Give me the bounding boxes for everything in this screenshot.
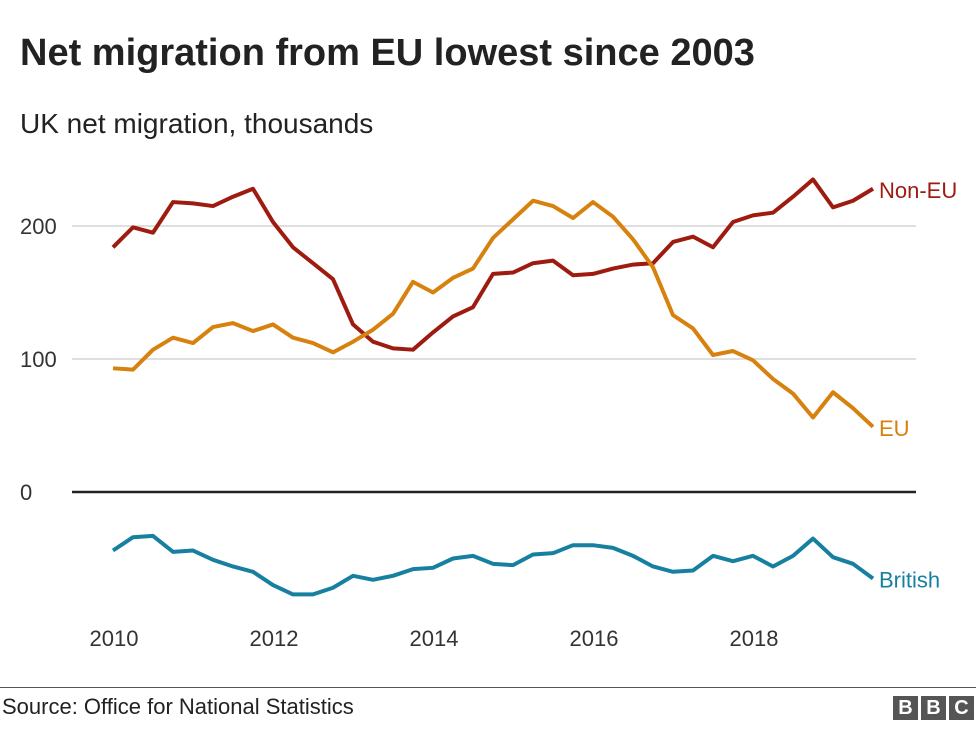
- y-tick-label: 0: [20, 480, 32, 505]
- series-line-non-eu: [111, 177, 875, 352]
- x-tick-label: 2014: [410, 626, 459, 651]
- logo-letter: C: [949, 696, 974, 720]
- logo-letter: B: [893, 696, 918, 720]
- source-note: Source: Office for National Statistics: [2, 694, 354, 719]
- x-tick-label: 2018: [730, 626, 779, 651]
- series-line-british: [111, 533, 875, 597]
- chart-subtitle: UK net migration, thousands: [20, 108, 374, 139]
- plot-area: 0 100 200 2010 2012 2014 2016 2018 Non-EU EU Briti…: [20, 177, 957, 651]
- series-line-eu: [112, 198, 875, 429]
- x-tick-label: 2016: [570, 626, 619, 651]
- footer-divider: [0, 687, 976, 688]
- y-tick-label: 200: [20, 214, 57, 239]
- x-tick-label: 2012: [250, 626, 299, 651]
- bbc-logo: B B C: [893, 696, 974, 720]
- y-tick-label: 100: [20, 347, 57, 372]
- series-label-non-eu: Non-EU: [879, 178, 957, 203]
- logo-letter: B: [921, 696, 946, 720]
- series-label-british: British: [879, 567, 940, 592]
- chart-title: Net migration from EU lowest since 2003: [20, 32, 755, 74]
- series-label-eu: EU: [879, 416, 910, 441]
- x-tick-label: 2010: [90, 626, 139, 651]
